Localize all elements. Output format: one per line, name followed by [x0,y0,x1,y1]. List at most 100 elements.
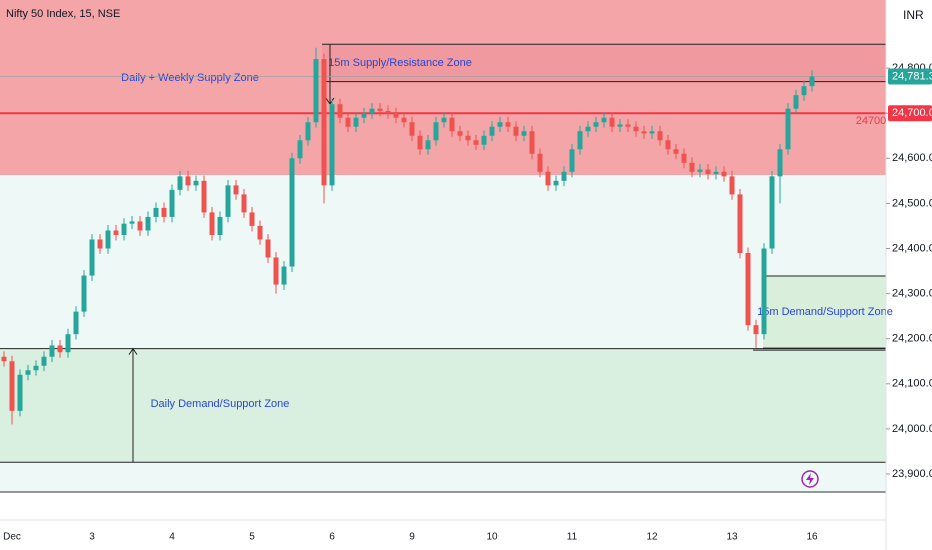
candle-body [89,239,95,276]
last-price-label: 24,781.30 [892,70,932,82]
y-tick-label: 24,200.00 [892,333,932,345]
chart-title: Nifty 50 Index, 15, NSE [6,8,120,20]
candle-body [577,131,583,150]
x-tick-label: 4 [169,532,175,543]
candle-body [33,365,39,371]
candle-body [297,140,303,159]
candle-body [129,221,135,224]
candle-body [345,117,351,127]
x-tick-label: 13 [726,532,738,543]
candle-body [417,135,423,150]
candle-body [105,230,111,249]
candle-body [281,266,287,285]
y-tick-label: 24,300.00 [892,288,932,300]
candle-body [337,104,343,118]
candle-body [433,122,439,141]
candle-body [505,122,511,127]
currency: INR [903,8,924,22]
candle-body [17,374,23,411]
x-tick-label: 16 [806,532,818,543]
candle-body [729,176,735,195]
x-tick-label: 9 [409,532,415,543]
candle-body [737,194,743,254]
zone-label: 15m Demand/Support Zone [757,306,893,318]
candle-body [305,122,311,141]
candle-body [601,117,607,123]
arrow-head [128,347,138,355]
candle-body [361,113,367,118]
candle-body [49,345,55,357]
alert-icon[interactable] [801,470,819,488]
candle-body [169,189,175,217]
candle-body [513,126,519,136]
candle-body [681,153,687,163]
candle-body [649,131,655,134]
candle-body [225,185,231,217]
zone-label: Daily Demand/Support Zone [151,398,290,410]
candle-body [185,176,191,186]
level-axis-label: 24,700.00 [892,107,932,119]
candle-body [249,212,255,226]
candle-body [481,135,487,145]
candle-body [161,207,167,217]
y-tick-label: 24,100.00 [892,378,932,390]
candle-body [705,169,711,175]
arrow-head [325,97,335,105]
candle-body [665,140,671,150]
candle-body [553,180,559,186]
zone [0,348,886,463]
candle-body [273,257,279,285]
candle-body [353,117,359,127]
x-tick-label: Dec [3,532,21,543]
candle-body [473,140,479,145]
candle-body [257,225,263,240]
candle-body [153,207,159,217]
level-tag [888,105,932,122]
candle-body [265,239,271,258]
candle-body [545,171,551,186]
candle-body [113,230,119,235]
candle-body [73,311,79,335]
candle-body [425,140,431,150]
candle-body [633,126,639,132]
y-tick-label: 23,900.00 [892,468,932,480]
level-label: 24700 [856,115,887,127]
candle-body [145,216,151,231]
candle-body [377,108,383,111]
candle-body [97,239,103,249]
candle-body [233,185,239,195]
y-tick-label: 24,500.00 [892,197,932,209]
candle-body [449,117,455,132]
candle-body [521,131,527,136]
candle-body [809,76,815,87]
candle-body [713,171,719,175]
candle-body [9,361,15,411]
candle-body [593,122,599,127]
candle-body [777,149,783,177]
candle-body [793,95,799,109]
candle-body [537,153,543,172]
candle-body [241,194,247,213]
last-price-tag [888,68,932,85]
candle-body [673,149,679,154]
candle-body [321,59,327,186]
candle-body [569,149,575,172]
alert-bolt [806,473,814,485]
candle-body [585,126,591,132]
candle-body [369,108,375,114]
candle-body [625,124,631,127]
x-tick-label: 10 [486,532,498,543]
x-tick-label: 11 [567,532,578,543]
candle-body [217,216,223,235]
candle-body [769,176,775,249]
candle-body [41,356,47,366]
candle-body [497,122,503,127]
x-tick-label: 3 [89,532,95,543]
candle-body [57,345,63,353]
candle-body [697,169,703,172]
candle-body [457,131,463,136]
candle-body [65,334,71,353]
candle-body [761,248,767,335]
candle-body [657,131,663,141]
candle-body [137,221,143,231]
